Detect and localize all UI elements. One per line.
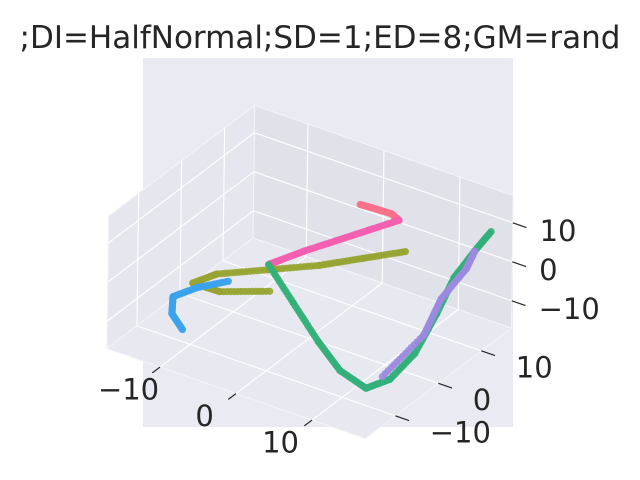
axis-tick bbox=[481, 350, 496, 357]
z-tick-label: −10 bbox=[539, 292, 600, 326]
grid-line bbox=[179, 292, 439, 384]
x-tick-label: 0 bbox=[195, 399, 213, 433]
data-point bbox=[266, 287, 274, 295]
x-tick-label: 10 bbox=[262, 425, 299, 459]
z-tick-label: 10 bbox=[540, 214, 577, 248]
grid-line bbox=[311, 309, 459, 421]
z-tick-label: 0 bbox=[539, 253, 557, 287]
grid-line bbox=[222, 128, 226, 261]
data-point bbox=[487, 228, 495, 236]
axis-tick bbox=[227, 393, 237, 400]
chart-title: ;DI=HalfNormal;SD=1;ED=8;GM=rand bbox=[19, 20, 621, 56]
axis-tick bbox=[438, 382, 453, 389]
grid-line bbox=[254, 132, 513, 224]
y-tick-label: 0 bbox=[473, 383, 491, 417]
axis-tick bbox=[511, 300, 526, 307]
axis-tick bbox=[303, 419, 313, 427]
y-tick-label: −10 bbox=[430, 415, 491, 449]
x-tick-label: −10 bbox=[98, 372, 159, 406]
axis-tick bbox=[512, 261, 527, 268]
grid-line bbox=[107, 132, 255, 244]
grid-line bbox=[222, 260, 482, 352]
grid-line bbox=[457, 176, 461, 310]
grid-line bbox=[253, 171, 513, 263]
data-marks bbox=[168, 200, 495, 392]
axis-tick bbox=[151, 366, 161, 374]
data-point bbox=[471, 247, 479, 255]
axis-tick bbox=[395, 415, 410, 422]
axis-tick bbox=[512, 222, 527, 229]
grid-line bbox=[107, 171, 255, 283]
y-tick-label: 10 bbox=[516, 350, 553, 384]
data-point bbox=[178, 326, 187, 334]
